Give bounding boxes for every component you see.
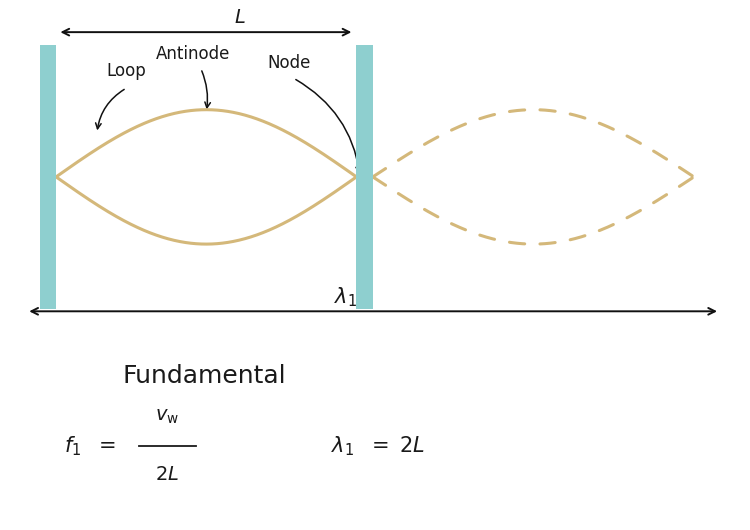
Text: $\lambda_1$  $=$ $2L$: $\lambda_1$ $=$ $2L$	[331, 434, 424, 457]
Text: $\lambda_1$: $\lambda_1$	[334, 285, 357, 308]
Text: $2L$: $2L$	[155, 465, 179, 484]
Text: $v_{\mathrm{w}}$: $v_{\mathrm{w}}$	[155, 407, 179, 426]
Bar	[40, 45, 56, 308]
Text: $L$: $L$	[234, 8, 246, 27]
Text: $f_1$  $=$: $f_1$ $=$	[64, 434, 116, 457]
Text: Fundamental: Fundamental	[122, 364, 286, 388]
Text: Loop: Loop	[106, 62, 146, 80]
Bar	[356, 45, 373, 308]
Text: Node: Node	[268, 54, 310, 72]
Text: Antinode: Antinode	[156, 45, 230, 63]
